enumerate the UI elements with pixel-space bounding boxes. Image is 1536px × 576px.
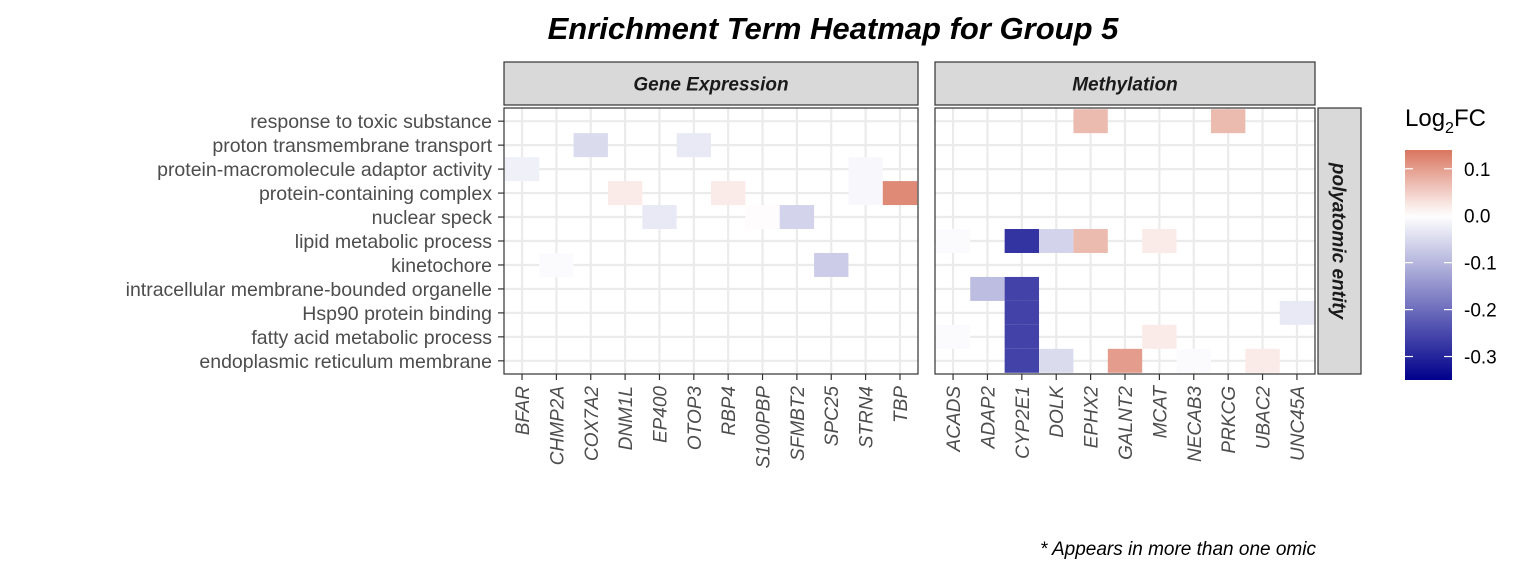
- facet-panel-gene-expression: Gene Expression: [503, 61, 919, 375]
- y-tick-label: kinetochore: [391, 255, 492, 277]
- heatmap-cell: [745, 205, 780, 230]
- x-tick-label: UBAC2: [1254, 386, 1275, 450]
- heatmap-cell: [1176, 348, 1211, 373]
- heatmap-cell: [676, 133, 711, 158]
- heatmap-cell: [1073, 109, 1108, 134]
- x-tick-label: MCAT: [1150, 385, 1171, 439]
- color-legend: Log2FC 0.1 0.0 -0.1 -0.2 -0.3: [1405, 105, 1497, 380]
- legend-tick-label: 0.1: [1464, 160, 1490, 181]
- x-tick-label: DOLK: [1047, 385, 1068, 438]
- y-tick-label: lipid metabolic process: [295, 231, 493, 253]
- facet-panels: Gene Expression Methylation: [503, 61, 1316, 375]
- x-tick-label: GALNT2: [1116, 386, 1137, 460]
- chart-title: Enrichment Term Heatmap for Group 5: [548, 11, 1119, 46]
- y-tick-label: intracellular membrane-bounded organelle: [126, 279, 492, 301]
- heatmap-cell: [1107, 348, 1143, 373]
- heatmap-cell: [1004, 324, 1040, 349]
- x-tick-label: NECAB3: [1185, 386, 1206, 462]
- y-tick-label: fatty acid metabolic process: [251, 327, 492, 349]
- y-tick-label: Hsp90 protein binding: [302, 303, 492, 325]
- heatmap-cell: [1142, 324, 1177, 349]
- heatmap-cell: [1039, 348, 1074, 373]
- x-tick-label: STRN4: [857, 386, 878, 448]
- heatmap-cell: [848, 181, 883, 206]
- x-tick-label: TBP: [891, 386, 912, 423]
- x-tick-label: RBP4: [719, 386, 740, 436]
- heatmap-cell: [935, 229, 971, 253]
- heatmap-cell: [970, 276, 1005, 301]
- heatmap-cell: [1004, 348, 1040, 373]
- y-tick-label: response to toxic substance: [250, 111, 492, 133]
- legend-tick-label: 0.0: [1464, 207, 1490, 228]
- heatmap-cell: [1279, 300, 1315, 325]
- heatmap-cell: [1073, 229, 1108, 253]
- heatmap-cell: [1004, 229, 1040, 253]
- facet-panel-methylation: Methylation: [934, 61, 1316, 375]
- x-tick-label: SFMBT2: [788, 386, 809, 461]
- legend-tick-label: -0.3: [1464, 348, 1497, 369]
- row-strip: polyatomic entity: [1317, 107, 1362, 375]
- y-tick-label: nuclear speck: [372, 207, 493, 229]
- heatmap-cell: [1210, 109, 1246, 134]
- heatmap-cell: [779, 205, 815, 230]
- x-tick-label: ADAP2: [978, 386, 999, 450]
- x-tick-label: EP400: [650, 386, 671, 443]
- heatmap-cell: [814, 252, 849, 277]
- facet-strip: [934, 61, 1316, 106]
- x-tick-label: PRKCG: [1219, 386, 1240, 454]
- heatmap-cell: [1142, 229, 1177, 253]
- heatmap-cell: [1039, 229, 1074, 253]
- heatmap-cell: [642, 205, 677, 230]
- x-tick-label: ACADS: [944, 386, 965, 453]
- y-tick-label: protein-containing complex: [259, 183, 492, 205]
- legend-tick-label: -0.2: [1464, 301, 1497, 322]
- row-strip-box: [1317, 107, 1362, 375]
- caption: * Appears in more than one omic: [1040, 539, 1317, 560]
- x-tick-label: S100PBP: [754, 386, 775, 469]
- legend-tick-label: -0.1: [1464, 254, 1497, 275]
- legend-colorbar: [1405, 150, 1452, 380]
- heatmap-cell: [607, 181, 643, 206]
- x-tick-label: OTOP3: [685, 386, 706, 450]
- y-tick-label: endoplasmic reticulum membrane: [199, 351, 492, 373]
- facet-strip-label: Gene Expression: [633, 75, 788, 96]
- row-strip-label: polyatomic entity: [1328, 162, 1349, 321]
- heatmap-cell: [1004, 276, 1040, 301]
- x-tick-label: COX7A2: [582, 386, 603, 461]
- heatmap-cell: [848, 157, 883, 182]
- heatmap-cell: [711, 181, 746, 206]
- x-tick-label: SPC25: [822, 386, 843, 447]
- x-tick-label: UNC45A: [1288, 386, 1309, 461]
- x-tick-label: CYP2E1: [1013, 386, 1034, 459]
- x-tick-label: EPHX2: [1082, 386, 1103, 449]
- heatmap-cell: [1245, 348, 1280, 373]
- legend-title: Log2FC: [1405, 105, 1486, 137]
- facet-strip: [503, 61, 919, 106]
- facet-strip-label: Methylation: [1072, 75, 1178, 96]
- heatmap-cell: [935, 324, 971, 349]
- x-tick-label: BFAR: [513, 386, 534, 436]
- heatmap-cell: [573, 133, 608, 158]
- heatmap-cell: [1004, 300, 1040, 325]
- heatmap-cell: [882, 181, 918, 206]
- y-tick-label: proton transmembrane transport: [212, 135, 492, 157]
- y-tick-label: protein-macromolecule adaptor activity: [157, 159, 492, 181]
- x-tick-label: CHMP2A: [547, 386, 568, 465]
- x-tick-label: DNM1L: [616, 386, 637, 450]
- heatmap-cell: [504, 157, 540, 182]
- heatmap-cell: [539, 252, 574, 277]
- x-axis: BFAR CHMP2A COX7A2 DNM1L EP400 OTOP3 RBP4 S100P…: [513, 374, 1309, 468]
